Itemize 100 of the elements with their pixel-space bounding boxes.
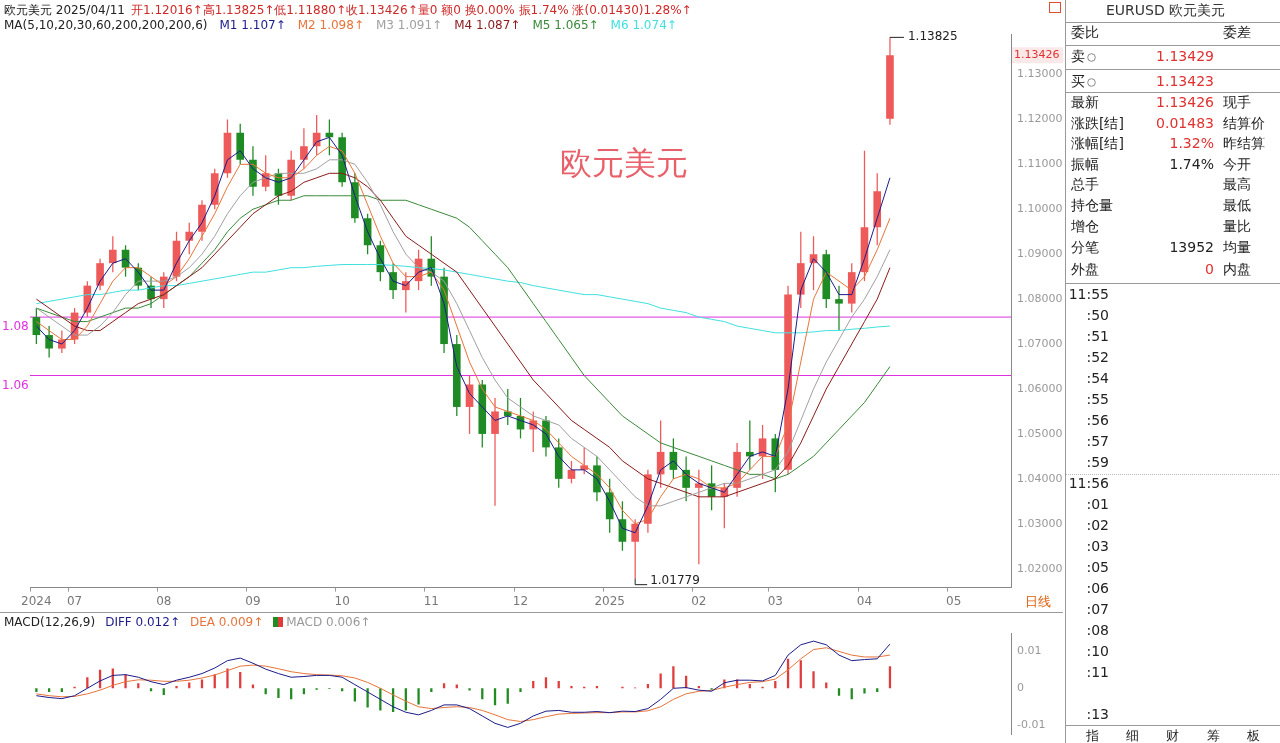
text: :07 [1086,601,1109,617]
text: 最高 [1223,176,1251,194]
text: DIFF 0.012↑ [105,615,180,629]
text: 财 [1166,727,1179,743]
bar [277,688,280,698]
y-tick-label: 1.02000 [1017,561,1063,575]
text: 总手 [1071,176,1099,194]
text: :06 [1086,580,1109,596]
text: 13952 [1169,239,1214,255]
text: :10 [1086,643,1109,659]
text: 卖 [1071,48,1085,66]
bar [353,688,357,702]
bar [876,688,879,692]
chart-title: 欧元美元 2025/04/11 [4,3,125,17]
x-tick-label: 2024 [21,593,52,608]
bar [366,688,369,708]
text: :50 [1086,307,1109,323]
text: M3 1.091↑ [375,18,443,32]
text: 涨幅[结] [1071,135,1124,153]
bar [570,686,573,689]
x-tick-label: 08 [156,593,172,608]
text: 振幅 [1071,156,1099,174]
text: M1 1.107↑ [219,18,286,32]
text: 内盘 [1223,261,1251,279]
text: 涨跌[结] [1071,115,1124,133]
text: 11:55 [1068,286,1109,302]
text: 持仓量 [1071,197,1113,215]
text: :57 [1086,433,1109,449]
legend-label: MACD 0.006↑ [285,615,371,629]
text: 1.13429 [1156,48,1214,64]
bar [672,666,675,689]
bar [162,688,165,695]
y-tick-label: -0.01 [1017,718,1046,732]
text: :55 [1086,391,1109,407]
chart-subtitle: 开1.12016↑高1.13825↑低1.11880↑收1.13426↑量0 额0 换0.00% 振1.74% 涨(0.01430)1.28%↑ [130,3,692,17]
annotation: 1.01779 [650,572,700,587]
bar [430,688,433,692]
text: 1.13423 [1156,73,1214,89]
y-tick-label: 1.03000 [1017,516,1063,530]
text: 最低 [1223,197,1251,215]
text: 现手 [1223,94,1251,112]
x-tick-label: 10 [334,593,350,608]
text: 指 [1086,727,1099,743]
x-tick-label: 02 [691,593,707,608]
bar [417,688,420,705]
text: 0 [1205,261,1214,277]
bar [47,688,51,692]
text: M4 1.087↑ [454,18,521,32]
text: :02 [1086,517,1109,533]
text: 均量 [1223,239,1251,257]
text: 日线 [1025,593,1051,611]
text: 结算价 [1223,115,1265,133]
bar [812,671,815,689]
text: :56 [1086,412,1109,428]
bar [175,686,178,689]
y-tick-label: 0 [1017,681,1024,695]
text: 委比 [1071,24,1099,42]
text: 委差 [1223,24,1251,42]
text: :59 [1086,454,1109,470]
text: :05 [1086,559,1109,575]
text: 0.01483 [1156,115,1214,131]
text: 昨结算 [1223,135,1265,153]
y-tick-label: 1.04000 [1017,471,1063,485]
bar [200,679,204,689]
y-tick-label: 0.01 [1017,644,1042,658]
text: :13 [1086,706,1109,722]
x-tick-label: 12 [512,593,529,608]
y-tick-label: 1.05000 [1017,426,1063,440]
text: M6 1.074↑ [610,18,677,32]
bar [35,688,38,692]
x-tick-label: 04 [856,593,873,608]
x-tick-label: 05 [946,593,962,608]
text: 1.74% [1169,156,1214,172]
text: DEA 0.009↑ [189,615,264,629]
x-tick-label: 03 [767,593,783,608]
annotation: 欧元美元 [560,143,688,184]
annotation: 1.13825 [907,29,958,44]
text: :11 [1086,664,1109,680]
text: 筹 [1207,727,1220,743]
bar [519,688,522,692]
y-tick-label: 1.11000 [1017,157,1063,171]
y-tick-label: 1.06000 [1017,381,1063,395]
text: :03 [1086,538,1109,554]
bar [60,688,63,692]
y-tick-label: 1.09000 [1017,247,1063,261]
text: :54 [1086,370,1109,386]
y-tick-label: 1.13000 [1017,67,1063,81]
bar [659,673,662,689]
legend-title: MA(5,10,20,30,60,200,200,200,6) [4,18,208,32]
y-tick-label: 1.08000 [1017,291,1063,305]
text: :52 [1086,349,1109,365]
text: 板 [1247,727,1260,743]
text: 外盘 [1071,261,1099,279]
bar [468,688,471,691]
text: 1.13426 [1014,48,1060,62]
text: 1.32% [1169,135,1214,151]
text: EURUSD 欧元美元 [1106,2,1226,20]
text: 增仓 [1071,218,1099,236]
x-tick-label: 09 [245,593,261,608]
bar [863,688,866,694]
